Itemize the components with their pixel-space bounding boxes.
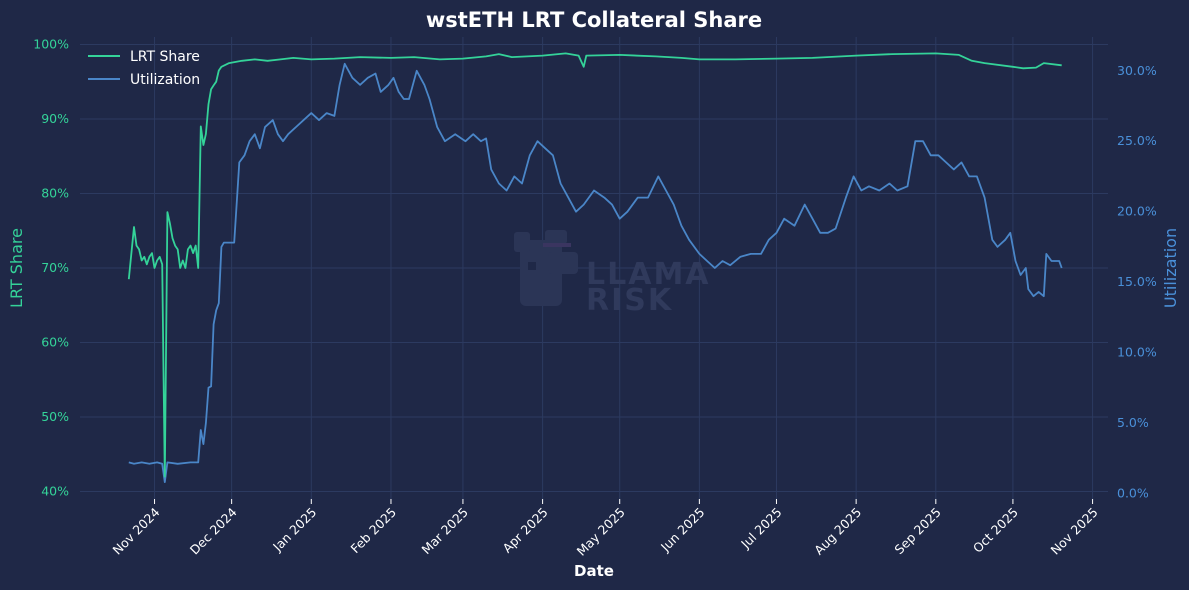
legend-label-lrt-share: LRT Share	[130, 49, 200, 65]
llama-icon	[514, 230, 578, 306]
left-tick-label: 80%	[41, 185, 69, 200]
legend: LRT Share Utilization	[88, 49, 200, 88]
left-tick-label: 60%	[41, 335, 69, 350]
right-tick-label: 10.0%	[1117, 345, 1157, 360]
left-tick-label: 100%	[33, 36, 69, 51]
watermark-line2: RISK	[586, 283, 673, 318]
watermark-line1: LLAMA	[586, 257, 711, 292]
left-tick-label: 90%	[41, 111, 69, 126]
left-tick-label: 40%	[41, 484, 69, 499]
right-tick-label: 5.0%	[1117, 415, 1149, 430]
right-tick-label: 15.0%	[1117, 274, 1157, 289]
left-axis-label: LRT Share	[7, 228, 26, 308]
chart-title: wstETH LRT Collateral Share	[426, 8, 762, 32]
right-axis-label: Utilization	[1161, 228, 1180, 308]
right-tick-label: 25.0%	[1117, 133, 1157, 148]
legend-label-utilization: Utilization	[130, 72, 200, 88]
right-tick-label: 20.0%	[1117, 204, 1157, 219]
series-layer	[127, 52, 1063, 483]
series-line-utilization	[128, 62, 1063, 483]
series-line-lrt-share	[127, 52, 1062, 478]
right-tick-label: 30.0%	[1117, 63, 1157, 78]
left-tick-label: 70%	[41, 260, 69, 275]
watermark: LLAMA RISK	[514, 230, 711, 318]
left-tick-label: 50%	[41, 409, 69, 424]
right-tick-label: 0.0%	[1117, 485, 1149, 500]
x-axis-label: Date	[574, 562, 614, 580]
